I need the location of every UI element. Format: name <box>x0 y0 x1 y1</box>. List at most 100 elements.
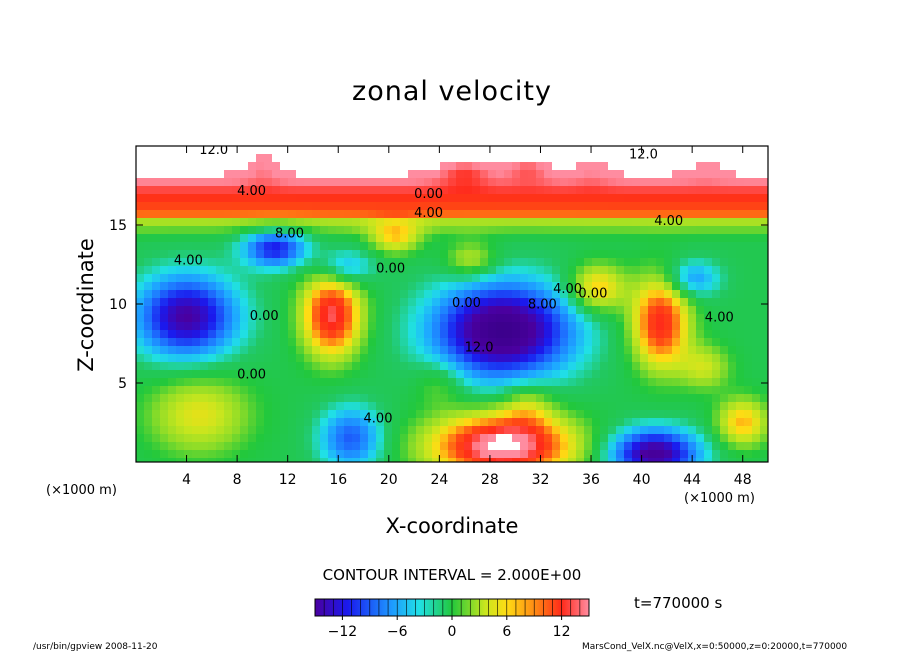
field-cell <box>424 442 433 451</box>
field-cell <box>160 314 169 323</box>
field-cell <box>664 402 673 411</box>
field-cell <box>160 226 169 235</box>
field-cell <box>360 418 369 427</box>
field-cell <box>408 458 417 462</box>
field-cell <box>592 290 601 299</box>
field-cell <box>176 194 185 203</box>
field-cell <box>224 226 233 235</box>
field-cell <box>152 154 161 163</box>
field-cell <box>672 450 681 459</box>
field-cell <box>728 450 737 459</box>
field-cell <box>600 434 609 443</box>
field-cell <box>176 442 185 451</box>
field-cell <box>696 306 705 315</box>
field-cell <box>352 322 361 331</box>
field-cell <box>288 154 297 163</box>
field-cell <box>288 386 297 395</box>
field-cell <box>160 218 169 227</box>
field-cell <box>528 306 537 315</box>
field-cell <box>656 162 665 171</box>
field-cell <box>752 210 761 219</box>
field-cell <box>504 210 513 219</box>
field-cell <box>744 250 753 259</box>
field-cell <box>688 202 697 211</box>
field-cell <box>672 426 681 435</box>
field-cell <box>624 362 633 371</box>
field-cell <box>712 154 721 163</box>
field-cell <box>648 258 657 267</box>
field-cell <box>632 266 641 275</box>
field-cell <box>504 330 513 339</box>
field-cell <box>416 370 425 379</box>
field-cell <box>592 458 601 462</box>
field-cell <box>520 410 529 419</box>
field-cell <box>544 346 553 355</box>
field-cell <box>192 162 201 171</box>
field-cell <box>736 282 745 291</box>
field-cell <box>144 322 153 331</box>
field-cell <box>752 370 761 379</box>
field-cell <box>640 154 649 163</box>
field-cell <box>224 194 233 203</box>
field-cell <box>208 194 217 203</box>
field-cell <box>568 282 577 291</box>
field-cell <box>136 170 145 179</box>
field-cell <box>184 146 193 155</box>
field-cell <box>280 282 289 291</box>
field-cell <box>376 370 385 379</box>
field-cell <box>288 202 297 211</box>
field-cell <box>520 402 529 411</box>
field-cell <box>168 298 177 307</box>
field-cell <box>200 386 209 395</box>
field-cell <box>464 274 473 283</box>
field-cell <box>736 314 745 323</box>
field-cell <box>224 402 233 411</box>
field-cell <box>560 434 569 443</box>
field-cell <box>696 266 705 275</box>
field-cell <box>744 218 753 227</box>
field-cell <box>440 418 449 427</box>
field-cell <box>456 250 465 259</box>
field-cell <box>192 234 201 243</box>
field-cell <box>248 146 257 155</box>
field-cell <box>256 330 265 339</box>
field-cell <box>640 170 649 179</box>
field-cell <box>312 234 321 243</box>
field-cell <box>208 354 217 363</box>
field-cell <box>592 146 601 155</box>
field-cell <box>160 274 169 283</box>
contour-label: 8.00 <box>275 227 304 242</box>
field-cell <box>232 314 241 323</box>
field-cell <box>520 434 529 443</box>
field-cell <box>248 346 257 355</box>
field-cell <box>632 226 641 235</box>
field-cell <box>392 210 401 219</box>
field-cell <box>344 210 353 219</box>
field-cell <box>568 234 577 243</box>
field-cell <box>424 186 433 195</box>
field-cell <box>592 218 601 227</box>
field-cell <box>424 314 433 323</box>
field-cell <box>280 378 289 387</box>
field-cell <box>576 338 585 347</box>
field-cell <box>168 226 177 235</box>
field-cell <box>376 154 385 163</box>
field-cell <box>360 402 369 411</box>
field-cell <box>664 314 673 323</box>
field-cell <box>680 258 689 267</box>
field-cell <box>152 346 161 355</box>
field-cell <box>584 170 593 179</box>
field-cell <box>144 410 153 419</box>
field-cell <box>240 338 249 347</box>
field-cell <box>672 162 681 171</box>
field-cell <box>168 146 177 155</box>
field-cell <box>432 394 441 403</box>
field-cell <box>384 322 393 331</box>
field-cell <box>760 346 768 355</box>
field-cell <box>248 434 257 443</box>
field-cell <box>760 426 768 435</box>
x-tick-label: 20 <box>380 472 398 488</box>
field-cell <box>536 362 545 371</box>
field-cell <box>344 314 353 323</box>
field-cell <box>240 418 249 427</box>
